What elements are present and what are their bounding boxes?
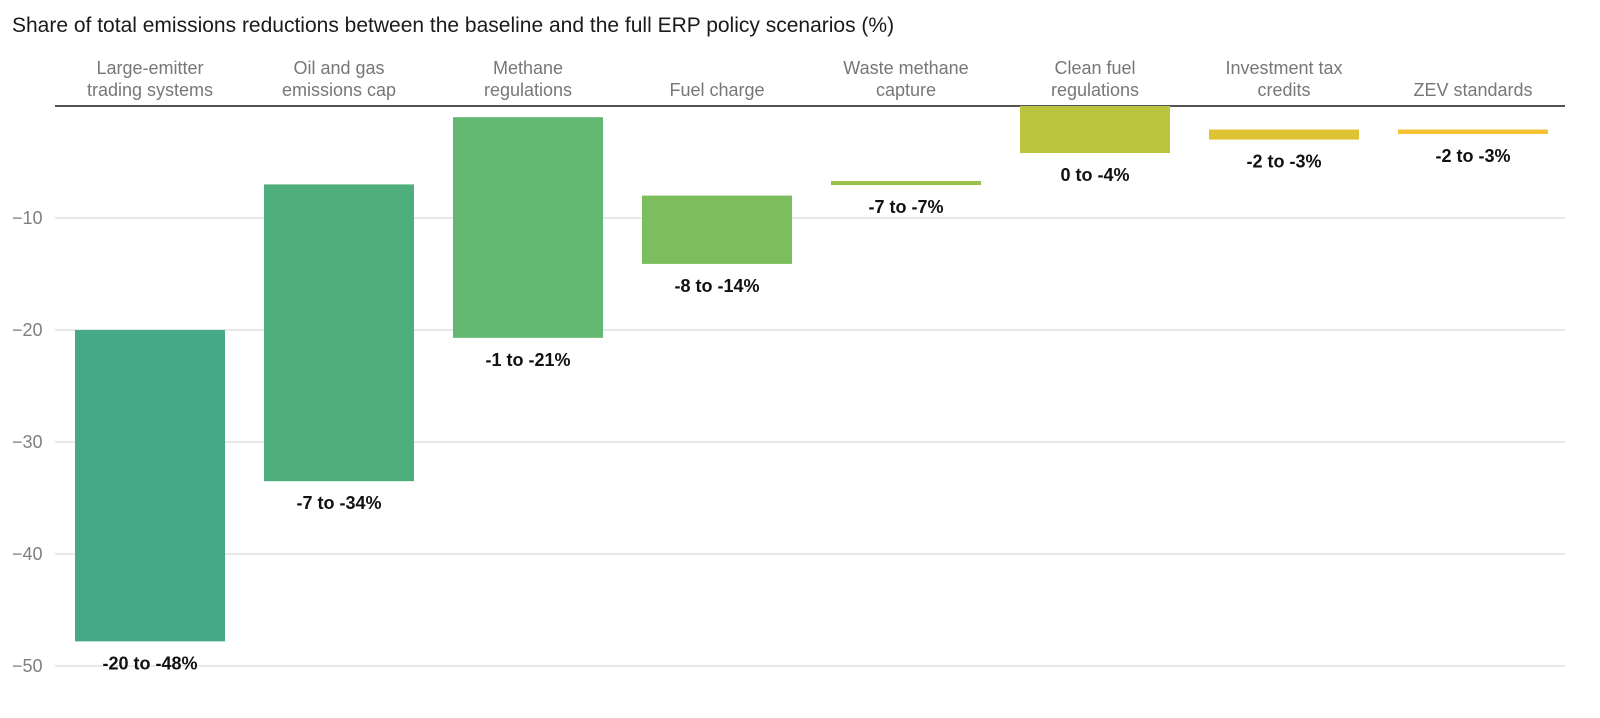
category-label: Investment tax credits — [1225, 58, 1342, 100]
category-label-line: Oil and gas — [293, 58, 384, 78]
y-tick-label: −30 — [12, 432, 43, 452]
bar — [1020, 106, 1170, 154]
data-label: 0 to -4% — [1060, 165, 1129, 185]
category-label-line: Waste methane — [843, 58, 968, 78]
data-label: -2 to -3% — [1435, 146, 1510, 166]
bar — [831, 181, 981, 186]
category-label-line: Methane — [493, 58, 563, 78]
data-label: -20 to -48% — [102, 653, 197, 673]
bar — [264, 184, 414, 482]
category-label: Clean fuel regulations — [1051, 58, 1139, 100]
bar — [75, 330, 225, 642]
y-tick-label: −20 — [12, 320, 43, 340]
data-label: -7 to -34% — [296, 493, 381, 513]
labels-layer: Large-emitter trading systems -20 to -48% O… — [87, 58, 1533, 673]
y-tick-label: −50 — [12, 656, 43, 676]
bar — [1209, 129, 1359, 140]
category-label-line: regulations — [1051, 80, 1139, 100]
category-label-line: capture — [876, 80, 936, 100]
category-label: ZEV standards — [1413, 80, 1532, 100]
category-label-line: Clean fuel — [1054, 58, 1135, 78]
bar — [453, 117, 603, 338]
category-label: Oil and gas emissions cap — [282, 58, 396, 100]
category-label-line: emissions cap — [282, 80, 396, 100]
data-label: -7 to -7% — [868, 197, 943, 217]
bars-layer — [75, 106, 1548, 642]
category-label-line: Fuel charge — [669, 80, 764, 100]
y-tick-label: −10 — [12, 208, 43, 228]
category-label: Methane regulations — [484, 58, 572, 100]
category-label-line: trading systems — [87, 80, 213, 100]
data-label: -8 to -14% — [674, 276, 759, 296]
category-label-line: ZEV standards — [1413, 80, 1532, 100]
chart-title: Share of total emissions reductions betw… — [12, 14, 895, 37]
category-label: Large-emitter trading systems — [87, 58, 213, 100]
category-label: Waste methane capture — [843, 58, 968, 100]
data-label: -2 to -3% — [1246, 152, 1321, 172]
y-tick-label: −40 — [12, 544, 43, 564]
category-label-line: Investment tax — [1225, 58, 1342, 78]
bar — [642, 195, 792, 264]
category-label-line: regulations — [484, 80, 572, 100]
category-label-line: Large-emitter — [96, 58, 203, 78]
bar — [1398, 129, 1548, 134]
category-label: Fuel charge — [669, 80, 764, 100]
category-label-line: credits — [1257, 80, 1310, 100]
data-label: -1 to -21% — [485, 350, 570, 370]
grid-layer: −10 −20 −30 −40 −50 — [12, 105, 1565, 676]
